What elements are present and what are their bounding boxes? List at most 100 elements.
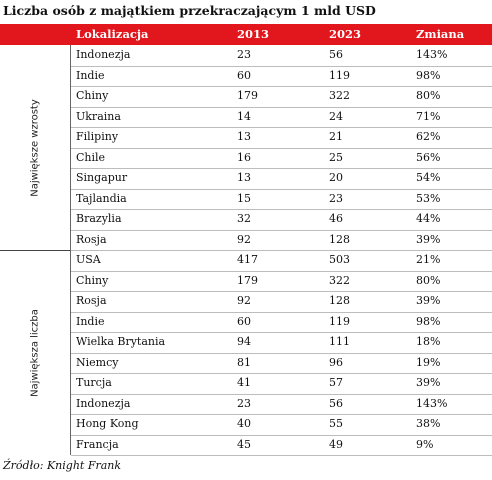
cell-2023: 55: [329, 417, 343, 430]
cell-change: 143%: [416, 48, 448, 61]
cell-location: Brazylia: [76, 212, 122, 225]
table-row: Turcja 41 57 39%: [71, 373, 492, 395]
cell-change: 80%: [416, 273, 441, 287]
cell-2023: 119: [329, 68, 350, 82]
cell-2023: 21: [329, 130, 343, 143]
cell-2013: 60: [237, 314, 251, 328]
cell-change: 19%: [416, 355, 441, 369]
cell-change: 38%: [416, 417, 441, 430]
cell-location: Chile: [76, 150, 106, 164]
table-header: Lokalizacja 2013 2023 Zmiana: [0, 24, 492, 45]
table-row: Indie 60 119 98%: [71, 312, 492, 333]
cell-change: 21%: [416, 253, 441, 266]
header-location: Lokalizacja: [76, 27, 149, 41]
cell-location: Singapur: [76, 171, 128, 184]
cell-2013: 14: [237, 109, 251, 123]
cell-location: Turcja: [76, 376, 112, 389]
cell-2013: 41: [237, 376, 251, 389]
table-row: Rosja 92 128 39%: [71, 230, 492, 251]
cell-2013: 92: [237, 232, 251, 246]
cell-2023: 96: [329, 355, 343, 369]
cell-2013: 94: [237, 335, 251, 348]
cell-change: 54%: [416, 171, 441, 184]
cell-change: 9%: [416, 437, 434, 451]
cell-2023: 25: [329, 150, 343, 164]
table-row: Chile 16 25 56%: [71, 148, 492, 169]
cell-2023: 46: [329, 212, 343, 225]
cell-change: 80%: [416, 89, 441, 102]
table-row: Francja 45 49 9%: [71, 435, 492, 456]
table-row: Hong Kong 40 55 38%: [71, 414, 492, 436]
cell-change: 53%: [416, 191, 441, 205]
cell-change: 39%: [416, 232, 441, 246]
cell-2023: 322: [329, 273, 350, 287]
table-row: Indonezja 23 56 143%: [71, 45, 492, 67]
table-row: Rosja 92 128 39%: [71, 291, 492, 313]
cell-location: Wielka Brytania: [76, 335, 166, 348]
group-label-text: Największe wzrosty: [29, 98, 41, 197]
cell-2013: 23: [237, 396, 251, 410]
table-row: Tajlandia 15 23 53%: [71, 189, 492, 210]
source-note: Źródło: Knight Frank: [3, 459, 122, 472]
cell-2013: 13: [237, 130, 251, 143]
cell-2013: 81: [237, 355, 251, 369]
cell-2023: 49: [329, 437, 343, 451]
cell-location: Filipiny: [76, 130, 119, 143]
header-2023: 2023: [329, 27, 362, 41]
group-largest-count: Największa liczba USA 417 503 21% Chiny 179 322…: [0, 250, 492, 456]
cell-2023: 322: [329, 89, 350, 102]
table-body: Największe wzrosty Indonezja 23 56 143% Indie…: [0, 45, 492, 456]
cell-change: 98%: [416, 68, 441, 82]
cell-location: Ukraina: [76, 109, 121, 123]
cell-2013: 45: [237, 437, 251, 451]
cell-2013: 32: [237, 212, 251, 225]
cell-2013: 179: [237, 273, 258, 287]
cell-2013: 92: [237, 294, 251, 307]
group-divider-vertical: [70, 45, 71, 250]
cell-2023: 119: [329, 314, 350, 328]
group-label: Największa liczba: [0, 250, 70, 455]
cell-location: USA: [76, 253, 101, 266]
cell-2013: 13: [237, 171, 251, 184]
table-row: Ukraina 14 24 71%: [71, 107, 492, 128]
header-2013: 2013: [237, 27, 270, 41]
group-label: Największe wzrosty: [0, 45, 70, 250]
cell-2023: 56: [329, 48, 343, 61]
cell-location: Chiny: [76, 89, 109, 102]
table-row: Chiny 179 322 80%: [71, 271, 492, 292]
cell-location: Indie: [76, 314, 105, 328]
cell-2023: 128: [329, 294, 350, 307]
group-label-text: Największa liczba: [29, 308, 41, 397]
cell-change: 98%: [416, 314, 441, 328]
cell-location: Indonezja: [76, 396, 131, 410]
group-divider-vertical: [70, 250, 71, 455]
table-row: Wielka Brytania 94 111 18%: [71, 332, 492, 354]
cell-location: Chiny: [76, 273, 109, 287]
table-row: Indie 60 119 98%: [71, 66, 492, 87]
cell-2023: 128: [329, 232, 350, 246]
table-row: Indonezja 23 56 143%: [71, 394, 492, 415]
cell-2013: 40: [237, 417, 251, 430]
cell-2013: 16: [237, 150, 251, 164]
cell-location: Indie: [76, 68, 105, 82]
cell-change: 44%: [416, 212, 441, 225]
table-row: Brazylia 32 46 44%: [71, 209, 492, 231]
cell-change: 71%: [416, 109, 441, 123]
cell-change: 18%: [416, 335, 441, 348]
group-separator: [0, 250, 70, 251]
cell-2013: 417: [237, 253, 258, 266]
cell-2013: 23: [237, 48, 251, 61]
cell-change: 143%: [416, 396, 448, 410]
cell-change: 62%: [416, 130, 441, 143]
cell-change: 56%: [416, 150, 441, 164]
cell-2023: 24: [329, 109, 343, 123]
table-row: Niemcy 81 96 19%: [71, 353, 492, 374]
cell-2023: 111: [329, 335, 350, 348]
header-change: Zmiana: [416, 27, 465, 41]
cell-location: Rosja: [76, 294, 107, 307]
cell-2013: 15: [237, 191, 251, 205]
table-row: Filipiny 13 21 62%: [71, 127, 492, 149]
cell-2023: 57: [329, 376, 343, 389]
cell-2023: 20: [329, 171, 343, 184]
cell-2013: 60: [237, 68, 251, 82]
